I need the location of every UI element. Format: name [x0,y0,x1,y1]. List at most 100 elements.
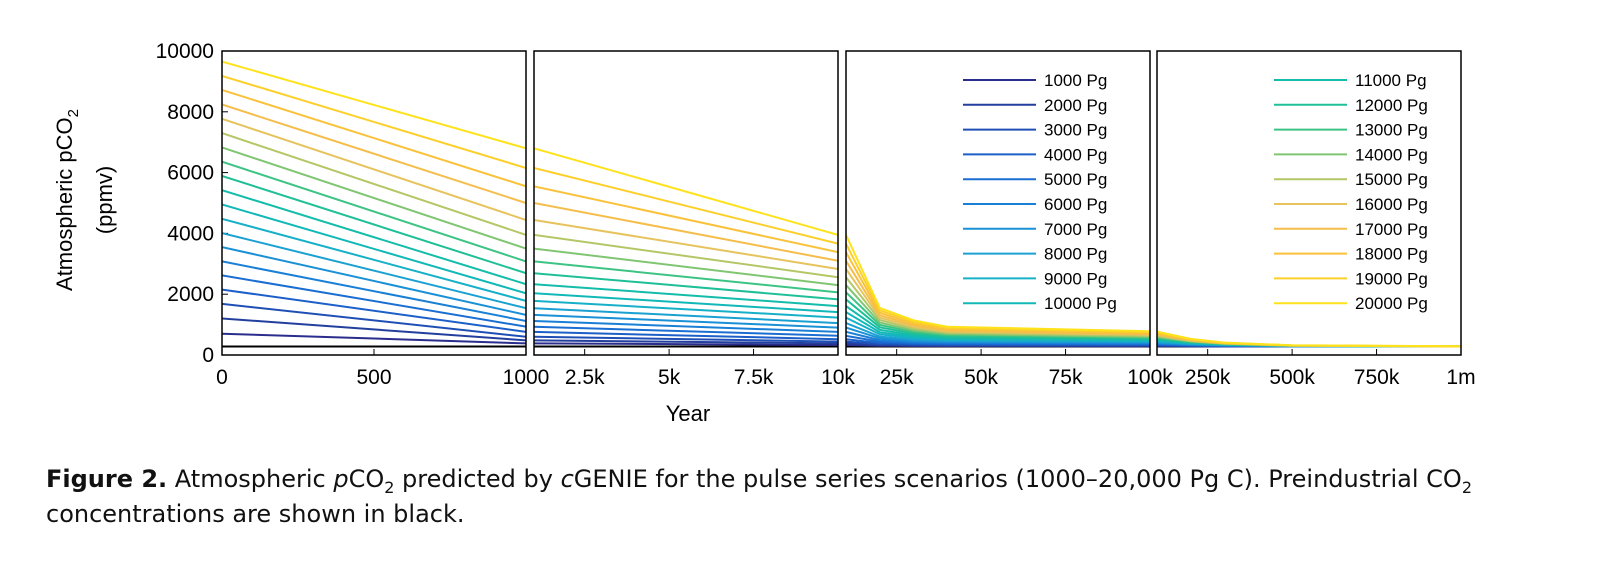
series-line [222,103,526,204]
y-tick-label: 4000 [167,222,214,245]
x-axis-label: Year [666,401,710,426]
series-line [534,283,838,308]
series-line [222,288,526,333]
y-tick-label: 10000 [156,40,214,63]
co2-pulse-chart: 0 2000 4000 6000 8000 10000 0 500 1000 2.5k 5k 7.5k… [52,40,1476,426]
series-line [846,234,1150,333]
x-tick-label: 500 [356,366,391,389]
series-line [222,260,526,322]
x-tick-label: 50k [964,366,998,389]
series-line [534,167,838,245]
legend-label: 5000 Pg [1044,170,1107,189]
series-line [534,185,838,254]
legend-label: 13000 Pg [1355,121,1428,140]
panel-3-series [846,234,1150,348]
legend-label: 1000 Pg [1044,71,1107,90]
series-line [846,298,1150,340]
y-axis-label-subscript: 2 [65,109,82,117]
legend-label: 6000 Pg [1044,195,1107,214]
x-tick-label: 750k [1354,366,1400,389]
x-tick-label: 2.5k [565,366,605,389]
caption-text: Atmospheric [167,465,334,493]
y-axis-label-main: Atmospheric pCO [52,117,77,291]
series-line [222,332,526,345]
series-line [534,313,838,329]
series-line [846,291,1150,339]
series-line [222,274,526,328]
legend-label: 10000 Pg [1044,294,1117,313]
series-line [534,320,838,333]
legend-label: 12000 Pg [1355,96,1428,115]
y-axis-label: Atmospheric pCO2 [52,109,82,291]
series-line [846,251,1150,335]
series-line [534,147,838,236]
series-line [846,243,1150,334]
series-line [534,202,838,262]
x-tick-label: 1000 [503,366,550,389]
caption-text: GENIE for the pulse series scenarios (10… [573,465,1462,493]
series-line [222,160,526,263]
series-line [222,60,526,150]
panel-2-frame [533,50,839,356]
series-line [846,311,1150,342]
legend-label: 11000 Pg [1355,71,1427,90]
series-line [534,299,838,319]
caption-italic-p: p [333,465,349,493]
legend-label: 18000 Pg [1355,245,1428,264]
series-line [534,292,838,314]
legend-label: 9000 Pg [1044,269,1107,288]
series-line [222,232,526,310]
series-line [222,246,526,316]
caption-text: concentrations are shown in black. [46,500,465,528]
legend-label: 8000 Pg [1044,245,1107,264]
series-line [534,233,838,279]
x-tick-label: 75k [1049,366,1083,389]
panel-4-frame [1156,50,1462,356]
series-line [222,117,526,221]
series-line [534,335,838,343]
series-line [534,260,838,294]
x-tick-label: 0 [216,366,228,389]
series-line [222,132,526,236]
panel-4-series [1157,330,1461,348]
series-line [222,302,526,338]
x-tick-label: 10k [821,366,855,389]
series-line [534,325,838,337]
series-line [222,317,526,342]
figure-caption: Figure 2. Atmospheric pCO2 predicted by … [46,462,1576,532]
caption-text: CO [348,465,385,493]
x-tick-label: 100k [1127,366,1173,389]
caption-italic-c: c [560,465,574,493]
x-tick-label: 500k [1269,366,1315,389]
panel-3-frame [845,50,1151,356]
y-axis-unit-label: (ppmv) [92,166,117,234]
legend-label: 14000 Pg [1355,145,1428,164]
series-line [846,260,1150,335]
series-line [534,307,838,325]
series-line [222,174,526,275]
caption-figure-label: Figure 2. [46,465,168,493]
caption-subscript: 2 [384,478,395,497]
x-tick-label: 7.5k [734,366,774,389]
series-line [846,268,1150,336]
y-tick-label: 6000 [167,162,214,185]
legend-label: 17000 Pg [1355,220,1428,239]
caption-text: predicted by [394,465,561,493]
series-line [534,342,838,346]
series-line [534,272,838,301]
series-line [846,276,1150,337]
series-line [534,330,838,341]
series-line [222,189,526,286]
panel-2-series [534,147,838,348]
series-line [534,339,838,345]
legend-label: 15000 Pg [1355,170,1428,189]
legend-label: 3000 Pg [1044,121,1107,140]
series-line [534,247,838,287]
legend-label: 4000 Pg [1044,145,1107,164]
legend-label: 20000 Pg [1355,294,1428,313]
legend-label: 7000 Pg [1044,220,1107,239]
series-line [222,217,526,302]
legend-label: 16000 Pg [1355,195,1428,214]
series-line [222,203,526,295]
series-line [222,88,526,188]
